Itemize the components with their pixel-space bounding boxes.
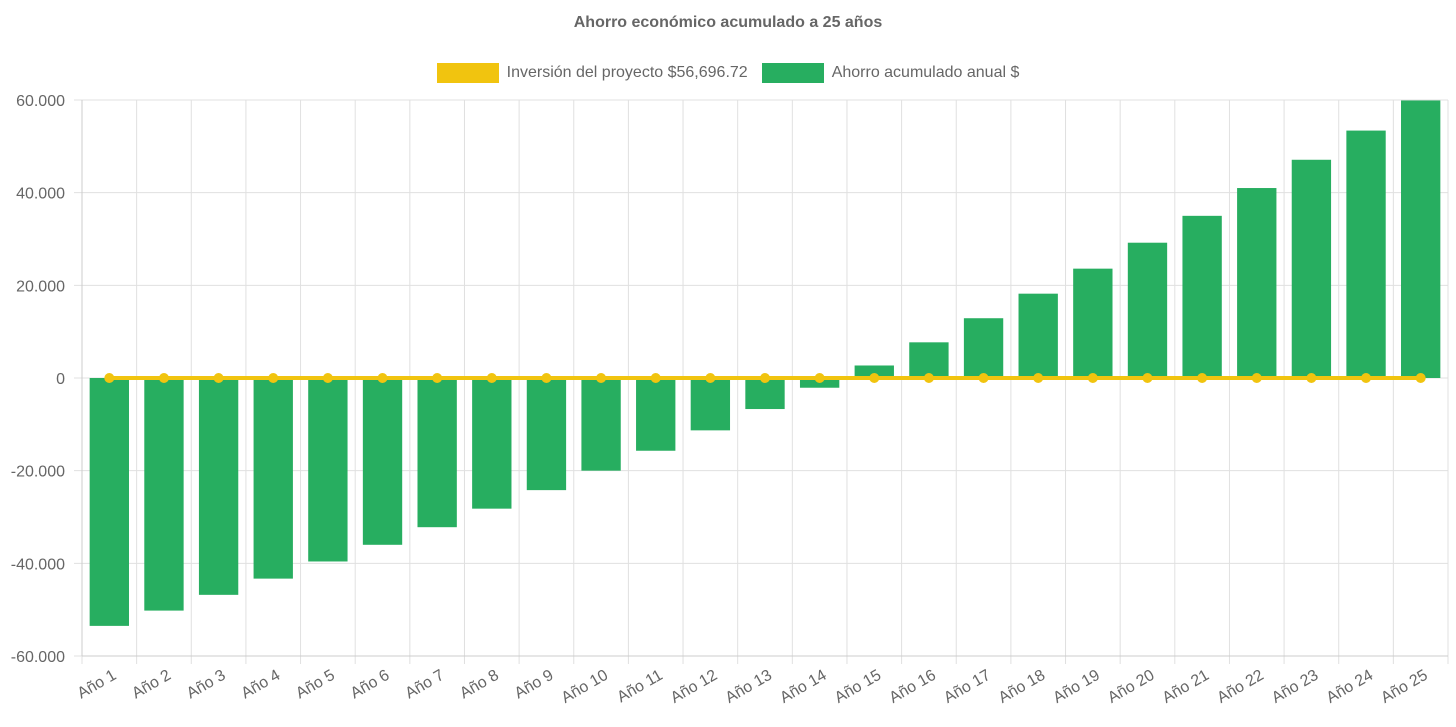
point-inversion-12[interactable] — [705, 373, 716, 383]
x-tick-label: Año 16 — [886, 667, 939, 707]
line-layer — [104, 373, 1426, 383]
point-inversion-2[interactable] — [158, 373, 169, 383]
bar-ahorro-1[interactable] — [89, 378, 129, 626]
bar-ahorro-19[interactable] — [1073, 268, 1113, 378]
x-tick-label: Año 5 — [293, 667, 338, 703]
bar-ahorro-12[interactable] — [690, 378, 731, 431]
bar-ahorro-13[interactable] — [745, 378, 785, 410]
legend-label-savings: Ahorro acumulado anual $ — [831, 64, 1020, 81]
point-inversion-13[interactable] — [760, 373, 770, 383]
x-tick-label: Año 4 — [239, 667, 284, 703]
legend-item-savings[interactable]: Ahorro acumulado anual $ — [761, 63, 1020, 83]
x-tick-label: Año 3 — [184, 667, 229, 703]
chart-title: Ahorro económico acumulado a 25 años — [573, 14, 883, 31]
bar-ahorro-5[interactable] — [308, 378, 348, 562]
bar-layer — [89, 100, 1441, 626]
point-inversion-18[interactable] — [1033, 373, 1044, 383]
y-tick-label: 20.000 — [16, 278, 65, 295]
bar-ahorro-6[interactable] — [362, 378, 403, 545]
bar-ahorro-25[interactable] — [1401, 100, 1441, 379]
bar-ahorro-18[interactable] — [1018, 293, 1058, 378]
point-inversion-25[interactable] — [1415, 373, 1426, 383]
x-tick-label: Año 18 — [996, 667, 1049, 707]
point-inversion-20[interactable] — [1142, 373, 1153, 383]
legend-swatch-investment — [436, 63, 499, 83]
bar-ahorro-11[interactable] — [636, 378, 676, 451]
bar-ahorro-7[interactable] — [417, 378, 457, 528]
x-tick-label: Año 15 — [832, 667, 885, 707]
bar-ahorro-15[interactable] — [854, 365, 894, 378]
bar-ahorro-3[interactable] — [198, 378, 239, 595]
legend-label-investment: Inversión del proyecto $56,696.72 — [506, 64, 748, 81]
point-inversion-4[interactable] — [268, 373, 279, 383]
y-tick-label: -60.000 — [11, 649, 65, 666]
bar-ahorro-4[interactable] — [253, 378, 293, 579]
bar-ahorro-21[interactable] — [1182, 215, 1222, 378]
y-tick-label: -20.000 — [11, 464, 65, 481]
point-inversion-16[interactable] — [923, 373, 934, 383]
point-inversion-17[interactable] — [978, 373, 989, 383]
y-tick-label: 40.000 — [16, 186, 65, 203]
y-tick-label: 0 — [56, 371, 65, 388]
legend-item-investment[interactable]: Inversión del proyecto $56,696.72 — [436, 63, 748, 83]
point-inversion-9[interactable] — [541, 373, 552, 383]
x-tick-label: Año 14 — [777, 667, 830, 707]
x-tick-label: Año 23 — [1269, 667, 1322, 707]
x-tick-label: Año 6 — [348, 667, 393, 703]
bar-ahorro-24[interactable] — [1346, 130, 1386, 378]
point-inversion-21[interactable] — [1197, 373, 1208, 383]
bar-ahorro-22[interactable] — [1237, 188, 1277, 378]
point-inversion-23[interactable] — [1306, 373, 1317, 383]
x-tick-label: Año 7 — [402, 667, 447, 703]
point-inversion-24[interactable] — [1361, 373, 1372, 383]
point-inversion-19[interactable] — [1087, 373, 1098, 383]
bar-ahorro-8[interactable] — [472, 378, 512, 509]
point-inversion-7[interactable] — [432, 373, 443, 383]
y-tick-label: -40.000 — [11, 556, 65, 573]
y-axis: 60.000 40.000 20.000 0 -20.000 -40.000 -60.000 — [11, 93, 65, 666]
legend: Inversión del proyecto $56,696.72 Ahorro… — [0, 63, 1456, 83]
y-tick-label: 60.000 — [16, 93, 65, 110]
bar-ahorro-20[interactable] — [1127, 242, 1168, 378]
point-inversion-11[interactable] — [650, 373, 661, 383]
x-tick-label: Año 19 — [1050, 667, 1103, 707]
x-tick-label: Año 1 — [75, 667, 120, 703]
x-tick-label: Año 11 — [614, 667, 665, 707]
x-tick-label: Año 25 — [1378, 667, 1431, 707]
x-tick-label: Año 17 — [941, 667, 994, 707]
point-inversion-14[interactable] — [814, 373, 825, 383]
legend-swatch-savings — [761, 63, 824, 83]
point-inversion-1[interactable] — [104, 373, 115, 383]
bar-ahorro-2[interactable] — [144, 378, 184, 611]
bar-ahorro-16[interactable] — [909, 342, 949, 378]
x-tick-label: Año 20 — [1105, 667, 1158, 707]
point-inversion-22[interactable] — [1251, 373, 1262, 383]
x-axis: Año 1 Año 2 Año 3 Año 4 Año 5 Año 6 Año 7 Año 8… — [75, 667, 1431, 707]
x-tick-label: Año 9 — [512, 667, 557, 703]
x-tick-label: Año 22 — [1214, 667, 1267, 707]
x-tick-label: Año 13 — [723, 667, 776, 707]
point-inversion-5[interactable] — [322, 373, 333, 383]
bar-ahorro-9[interactable] — [526, 378, 567, 491]
point-inversion-10[interactable] — [596, 373, 607, 383]
point-inversion-8[interactable] — [486, 373, 497, 383]
bar-ahorro-10[interactable] — [581, 378, 621, 471]
point-inversion-6[interactable] — [377, 373, 388, 383]
bar-ahorro-23[interactable] — [1291, 159, 1332, 378]
x-tick-label: Año 21 — [1160, 667, 1213, 707]
point-inversion-3[interactable] — [213, 373, 224, 383]
bar-ahorro-17[interactable] — [963, 318, 1004, 378]
x-tick-label: Año 12 — [668, 667, 721, 707]
x-tick-label: Año 8 — [457, 667, 502, 703]
x-tick-label: Año 2 — [129, 667, 174, 703]
point-inversion-15[interactable] — [869, 373, 880, 383]
x-tick-label: Año 24 — [1324, 667, 1377, 707]
x-tick-label: Año 10 — [559, 667, 612, 707]
